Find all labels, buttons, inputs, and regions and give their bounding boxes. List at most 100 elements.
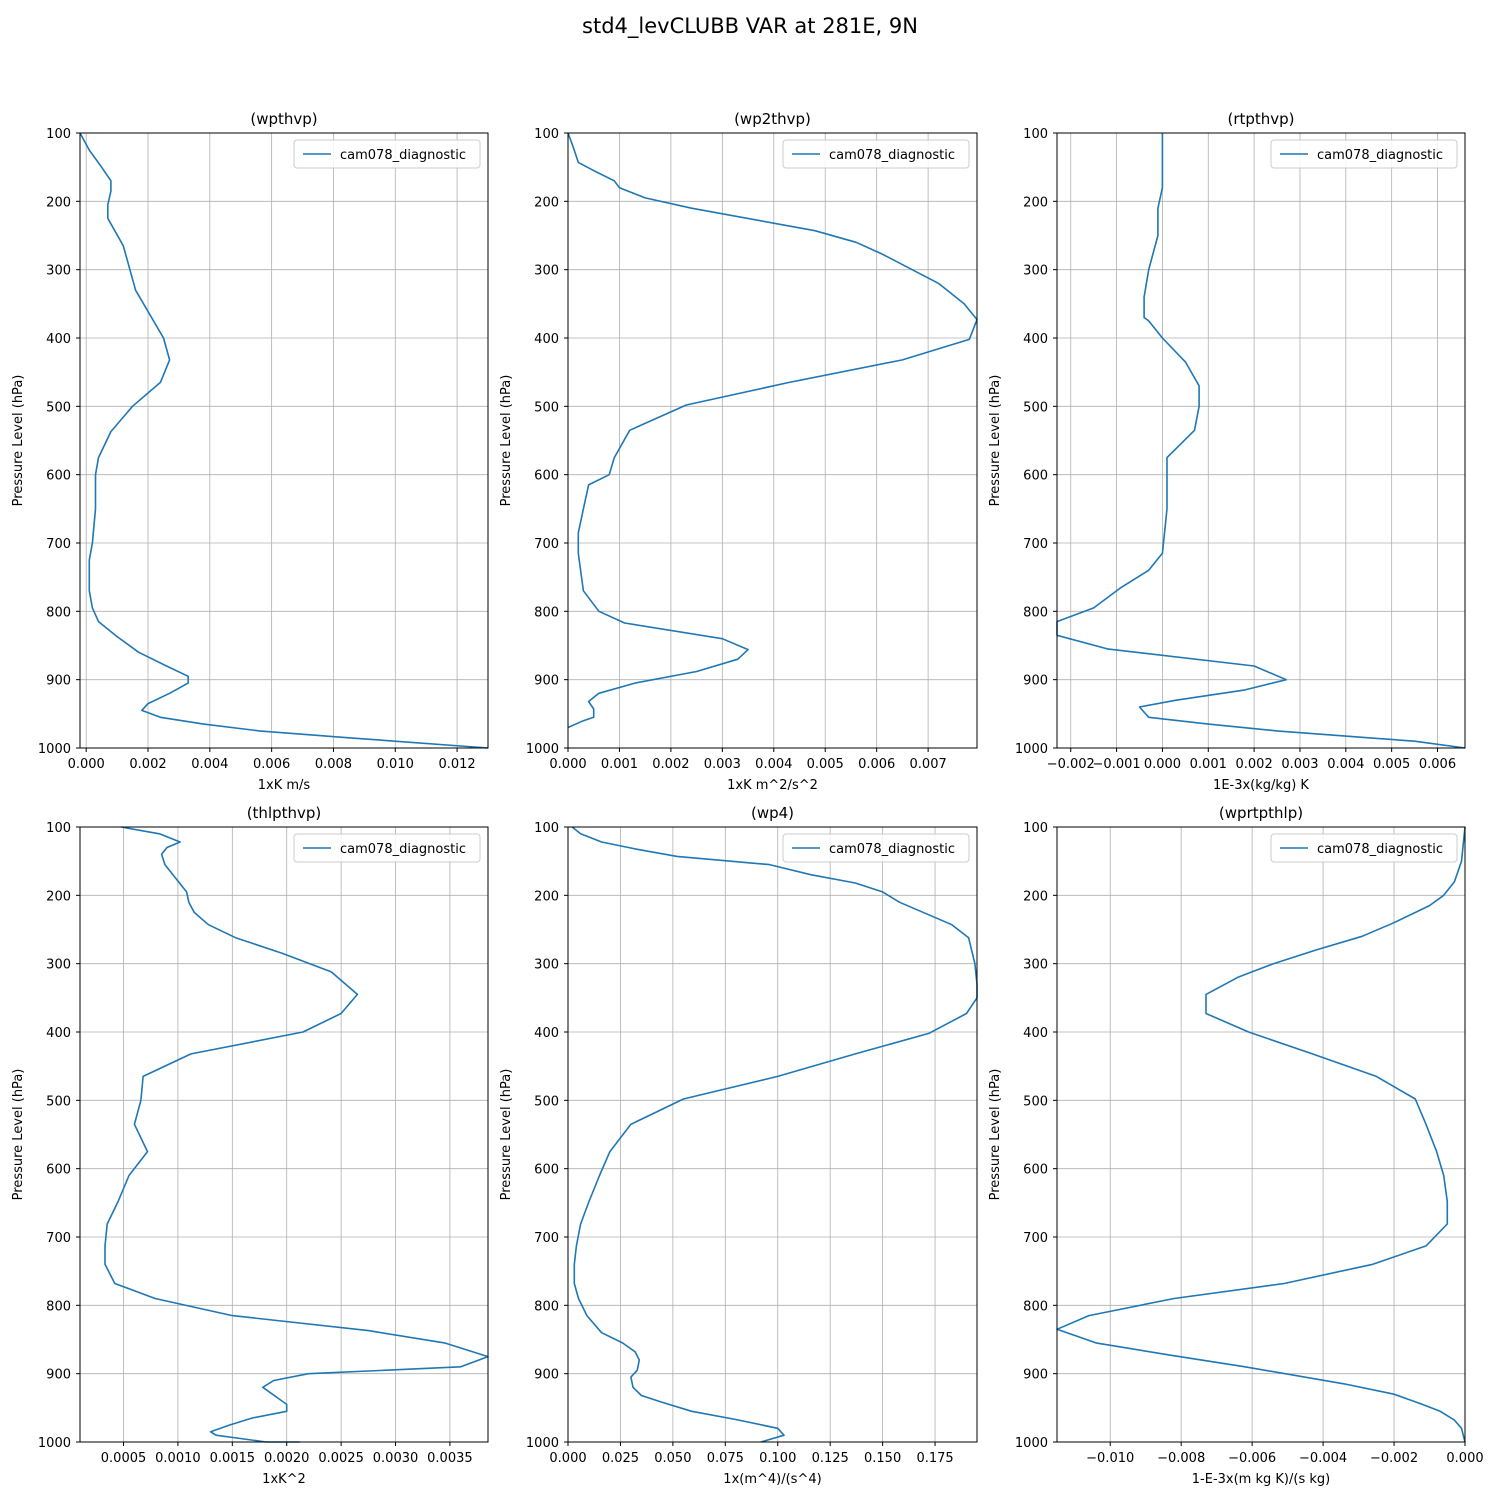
y-tick-label: 400 xyxy=(534,332,559,347)
y-tick-label: 1000 xyxy=(38,742,71,757)
y-tick-label: 700 xyxy=(1023,537,1048,552)
legend-box xyxy=(1270,139,1458,169)
x-axis-label: 1xK m/s xyxy=(258,778,311,793)
subplot-title: (wprtpthlp) xyxy=(1219,804,1303,822)
y-tick-label: 400 xyxy=(1023,332,1048,347)
x-tick-label: 0.100 xyxy=(759,1451,796,1466)
x-tick-label: 0.001 xyxy=(601,757,638,772)
x-tick-label: 0.0005 xyxy=(101,1451,147,1466)
axes-frame xyxy=(79,132,489,749)
subplot-title: (rtpthvp) xyxy=(1227,110,1294,128)
legend-box xyxy=(293,139,481,169)
legend-label: cam078_diagnostic xyxy=(340,842,466,857)
y-tick-label: 900 xyxy=(534,674,559,689)
x-axis-label: 1x(m^4)/(s^4) xyxy=(723,1472,821,1487)
x-tick-label: 0.075 xyxy=(707,1451,744,1466)
legend-box xyxy=(782,833,970,863)
x-axis-label: 1E-3x(kg/kg) K xyxy=(1213,778,1309,793)
x-axis-label: 1xK m^2/s^2 xyxy=(727,778,818,793)
x-tick-label: −0.004 xyxy=(1299,1451,1347,1466)
y-tick-label: 100 xyxy=(1023,127,1048,142)
x-tick-label: 0.150 xyxy=(864,1451,901,1466)
y-tick-label: 600 xyxy=(534,1163,559,1178)
y-axis-label: Pressure Level (hPa) xyxy=(988,1069,1003,1201)
axes-frame xyxy=(79,826,489,1443)
y-tick-label: 500 xyxy=(46,400,71,415)
x-tick-label: −0.001 xyxy=(1093,757,1141,772)
y-tick-label: 700 xyxy=(534,1231,559,1246)
y-tick-label: 900 xyxy=(1023,1368,1048,1383)
series-line xyxy=(1056,826,1466,1443)
y-tick-label: 100 xyxy=(46,127,71,142)
y-tick-label: 800 xyxy=(46,605,71,620)
x-tick-label: −0.006 xyxy=(1228,1451,1276,1466)
x-tick-label: −0.008 xyxy=(1157,1451,1205,1466)
x-tick-label: 0.002 xyxy=(652,757,689,772)
x-tick-label: 0.000 xyxy=(549,757,586,772)
axes-frame xyxy=(567,132,978,749)
subplot-2: 0.000 0.001 0.002 0.003 0.004 0.005 0.006 0.007… xyxy=(499,110,978,793)
y-tick-label: 800 xyxy=(1023,1299,1048,1314)
y-tick-label: 600 xyxy=(46,469,71,484)
legend-label: cam078_diagnostic xyxy=(1317,148,1443,163)
x-tick-label: 0.007 xyxy=(910,757,947,772)
y-tick-label: 100 xyxy=(1023,821,1048,836)
legend-box xyxy=(782,139,970,169)
legend-box xyxy=(293,833,481,863)
x-tick-label: −0.010 xyxy=(1086,1451,1134,1466)
x-tick-label: 0.0035 xyxy=(427,1451,473,1466)
y-axis-label: Pressure Level (hPa) xyxy=(499,375,514,507)
subplot-title: (wpthvp) xyxy=(250,110,317,128)
x-tick-label: 0.000 xyxy=(1446,1451,1483,1466)
x-tick-label: 0.125 xyxy=(812,1451,849,1466)
y-tick-label: 700 xyxy=(1023,1231,1048,1246)
x-tick-label: 0.004 xyxy=(755,757,792,772)
x-tick-label: 0.000 xyxy=(549,1451,586,1466)
series-line xyxy=(567,132,978,729)
subplot-3: −0.002−0.001 0.000 0.001 0.002 0.003 0.004 0.0… xyxy=(988,110,1466,793)
y-axis-label: Pressure Level (hPa) xyxy=(988,375,1003,507)
legend-label: cam078_diagnostic xyxy=(1317,842,1443,857)
series-line xyxy=(104,826,489,1443)
subplot-4: 0.0005 0.0010 0.0015 0.0020 0.0025 0.0030 0.00… xyxy=(11,804,489,1487)
y-tick-label: 400 xyxy=(534,1026,559,1041)
y-tick-label: 300 xyxy=(534,958,559,973)
x-tick-label: 0.025 xyxy=(602,1451,639,1466)
x-tick-label: −0.002 xyxy=(1047,757,1095,772)
y-tick-label: 300 xyxy=(1023,958,1048,973)
y-axis-label: Pressure Level (hPa) xyxy=(11,375,26,507)
y-tick-label: 900 xyxy=(46,674,71,689)
y-tick-label: 100 xyxy=(46,821,71,836)
x-tick-label: 0.006 xyxy=(858,757,895,772)
y-tick-label: 300 xyxy=(1023,264,1048,279)
legend-label: cam078_diagnostic xyxy=(340,148,466,163)
x-tick-label: 0.008 xyxy=(315,757,352,772)
y-tick-label: 600 xyxy=(534,469,559,484)
x-tick-label: 0.002 xyxy=(129,757,166,772)
y-tick-label: 900 xyxy=(46,1368,71,1383)
legend-label: cam078_diagnostic xyxy=(829,842,955,857)
x-tick-label: 0.001 xyxy=(1190,757,1227,772)
x-tick-label: 0.012 xyxy=(438,757,475,772)
subplot-5: 0.000 0.025 0.050 0.075 0.100 0.125 0.150 0.175… xyxy=(499,804,978,1487)
y-tick-label: 200 xyxy=(46,195,71,210)
x-tick-label: 0.0025 xyxy=(318,1451,364,1466)
y-axis-label: Pressure Level (hPa) xyxy=(499,1069,514,1201)
subplot-title: (thlpthvp) xyxy=(247,804,322,822)
axes-frame xyxy=(1056,132,1466,749)
y-tick-label: 1000 xyxy=(1015,1436,1048,1451)
y-tick-label: 200 xyxy=(46,889,71,904)
y-tick-label: 200 xyxy=(1023,195,1048,210)
series-line xyxy=(571,826,978,1443)
x-tick-label: 0.002 xyxy=(1236,757,1273,772)
x-tick-label: 0.005 xyxy=(1373,757,1410,772)
series-line xyxy=(79,132,489,749)
x-tick-label: 0.006 xyxy=(1419,757,1456,772)
y-tick-label: 200 xyxy=(534,889,559,904)
y-tick-label: 1000 xyxy=(38,1436,71,1451)
legend-label: cam078_diagnostic xyxy=(829,148,955,163)
y-tick-label: 300 xyxy=(46,264,71,279)
y-tick-label: 700 xyxy=(46,1231,71,1246)
y-tick-label: 100 xyxy=(534,127,559,142)
y-tick-label: 400 xyxy=(46,332,71,347)
